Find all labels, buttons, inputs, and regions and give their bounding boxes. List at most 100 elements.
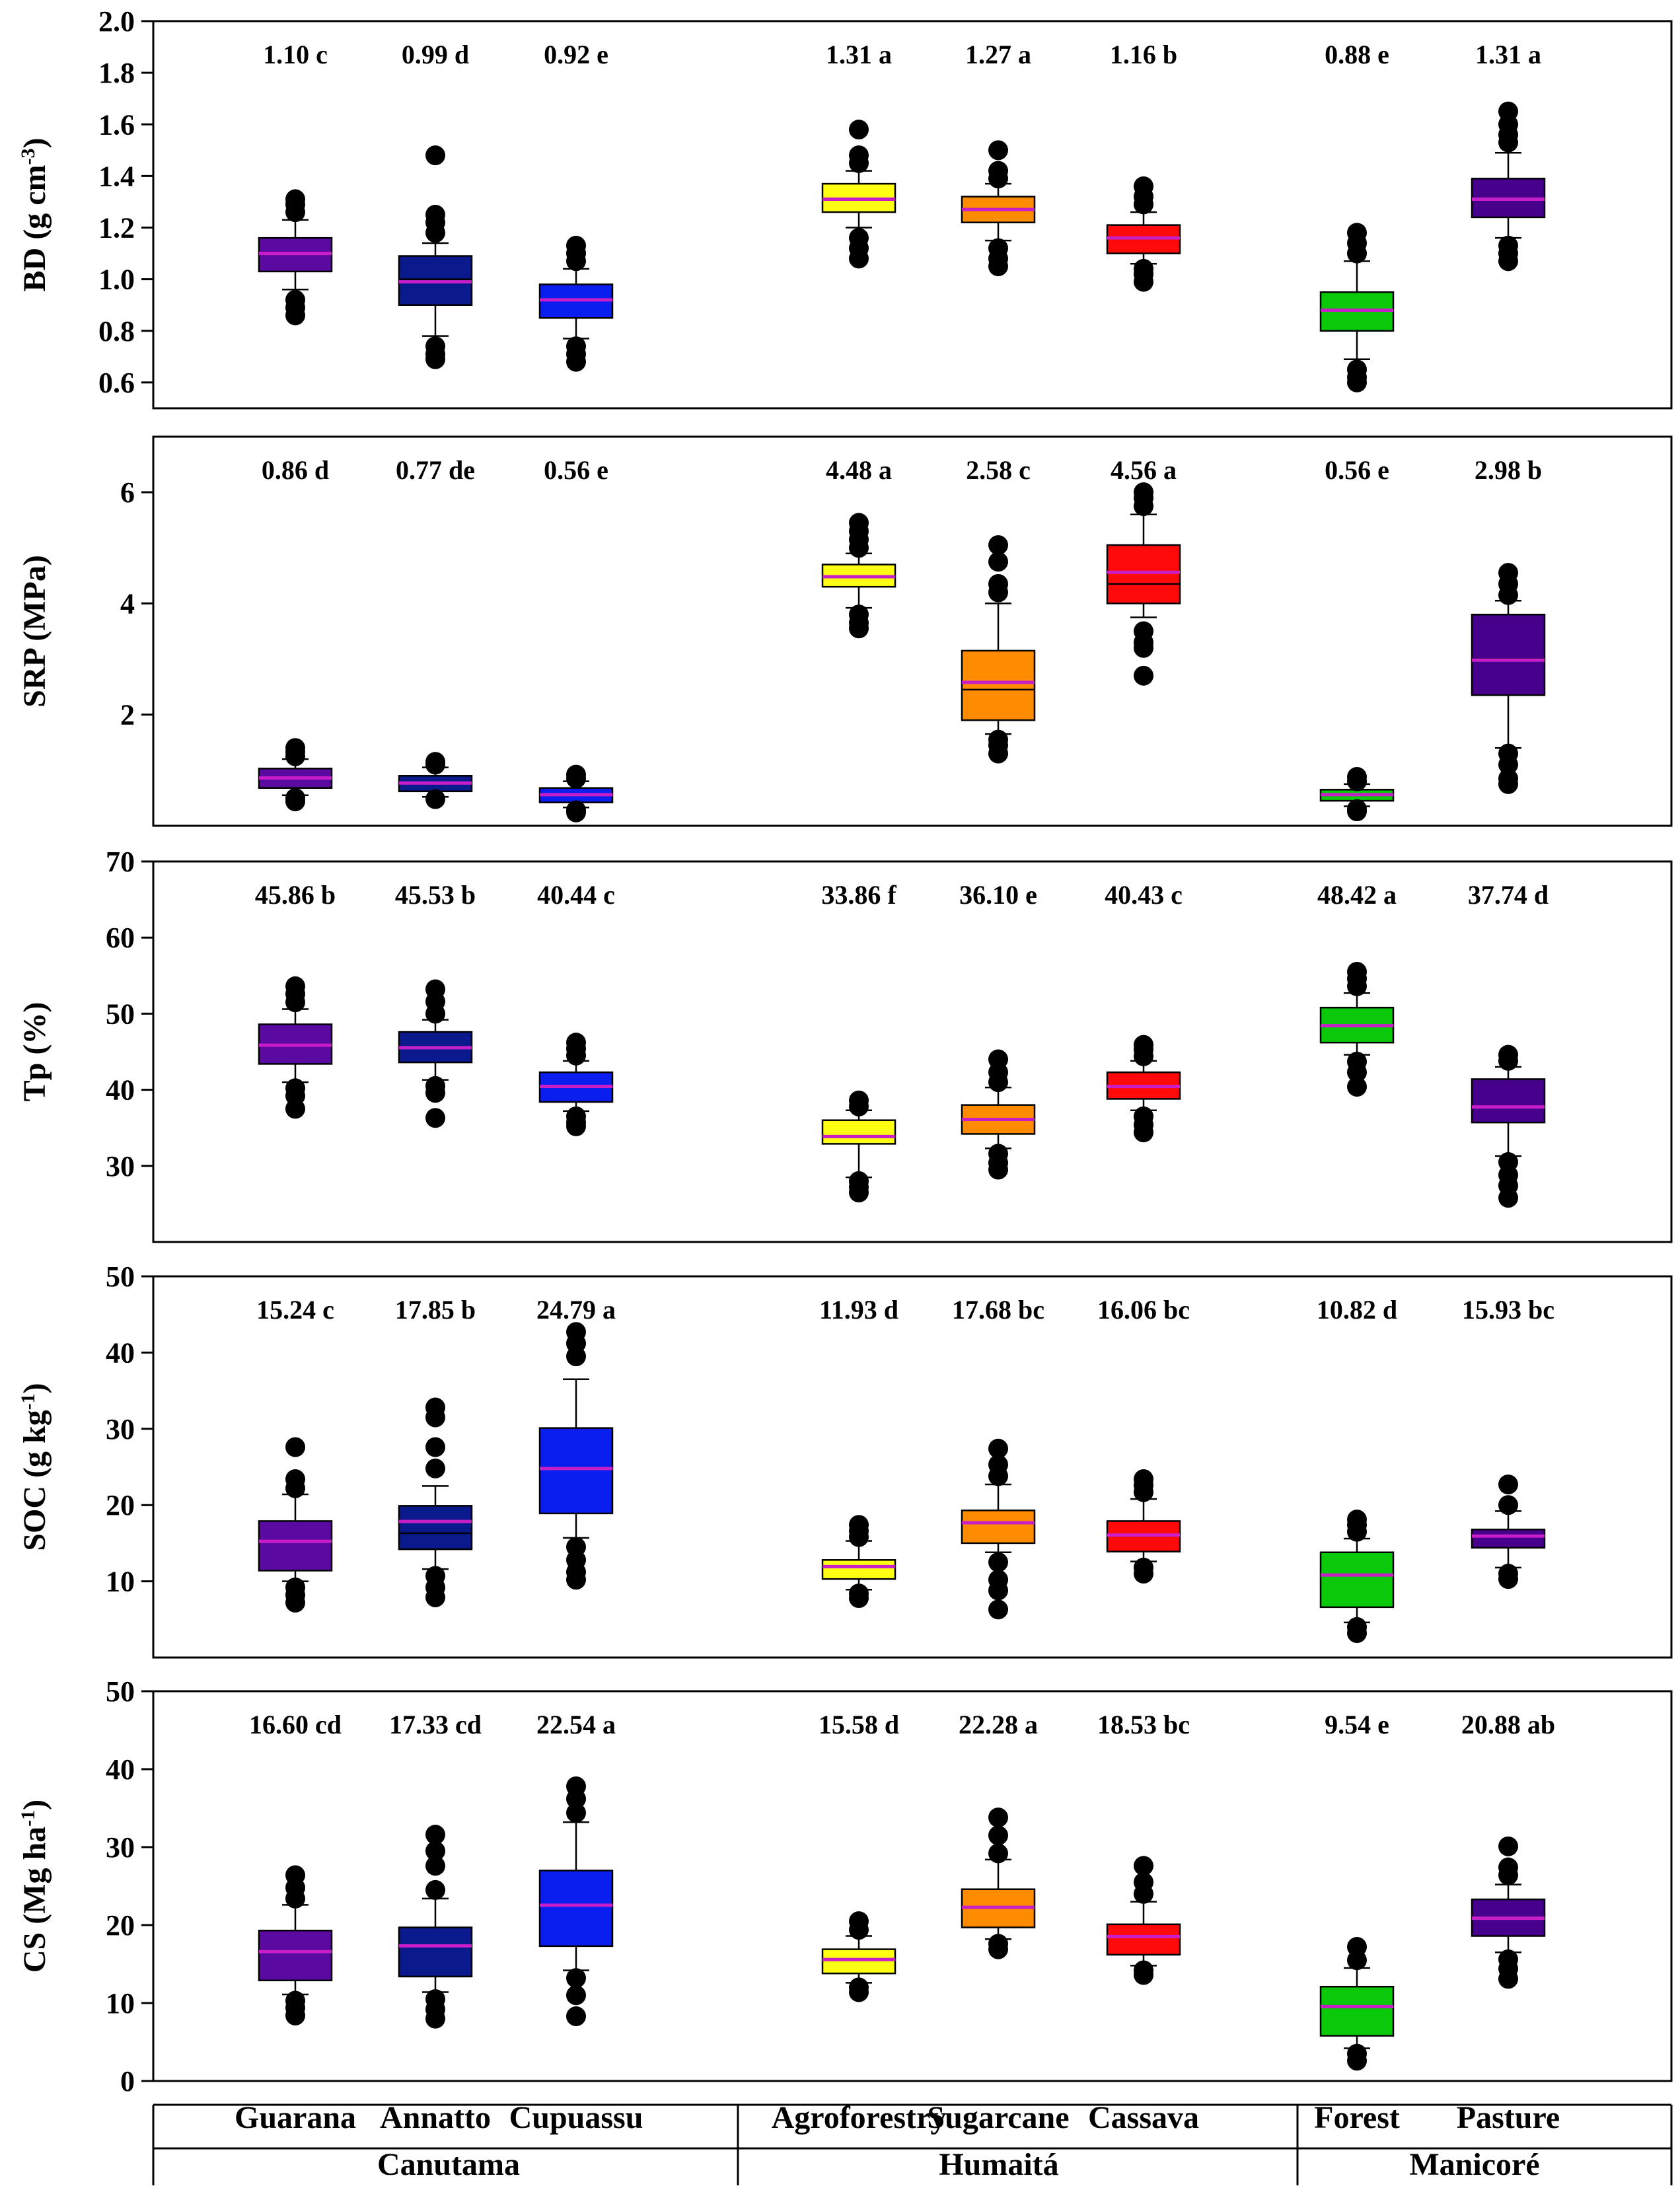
y-tick-label: 1.6 (98, 108, 135, 141)
outlier-point (1347, 1076, 1367, 1097)
outlier-point (285, 1865, 305, 1885)
y-tick-label: 2.0 (98, 5, 135, 38)
outlier-point (566, 1968, 586, 1989)
outlier-point (1498, 1857, 1518, 1878)
iqr-box (1471, 1078, 1546, 1124)
outlier-point (1498, 754, 1518, 775)
iqr-box (538, 1427, 614, 1515)
y-tick-label: 20 (106, 1489, 135, 1521)
outlier-point (988, 1552, 1008, 1572)
box-annatto: 45.53 b (395, 880, 476, 1128)
outlier-point (285, 1592, 305, 1613)
outlier-point (849, 1911, 869, 1932)
iqr-box (961, 1510, 1036, 1545)
box-annatto: 17.33 cd (389, 1710, 482, 2029)
outlier-point (425, 1841, 445, 1861)
mean-letter-label: 48.42 a (1317, 880, 1397, 910)
panel-frame (152, 860, 1673, 1243)
y-tick-label: 20 (106, 1909, 135, 1942)
box-pasture: 20.88 ab (1461, 1710, 1555, 1989)
outlier-point (425, 145, 445, 166)
panel-5: 0 10 20 30 40 50 CS (Mg ha-1) 16.60 cd 17.33 cd 2… (17, 1675, 1673, 2098)
panel-2: 2 4 6 SRP (MPa) 0.86 d 0.77 de 0.56 e 4.48 a 2.5… (17, 435, 1673, 827)
outlier-point (1347, 223, 1367, 243)
outlier-point (1498, 774, 1518, 794)
box-agroforestry: 1.31 a (821, 40, 896, 269)
y-tick-label: 40 (106, 1753, 135, 1786)
iqr-box (1471, 614, 1546, 696)
mean-letter-label: 16.06 bc (1097, 1295, 1190, 1325)
category-label-forest: Forest (1314, 2100, 1400, 2135)
panel-frame (152, 20, 1673, 410)
mean-letter-label: 4.48 a (826, 455, 892, 485)
mean-letter-label: 0.92 e (544, 40, 608, 69)
outlier-point (1134, 1122, 1153, 1143)
outlier-point (425, 1825, 445, 1845)
mean-letter-label: 2.98 b (1475, 455, 1542, 485)
mean-letter-label: 45.53 b (395, 880, 476, 910)
outlier-point (285, 738, 305, 758)
outlier-point (988, 1049, 1008, 1070)
iqr-box (961, 649, 1036, 721)
y-tick-label: 70 (106, 846, 135, 878)
box-cupuassu: 24.79 a (536, 1295, 616, 1590)
outlier-point (566, 1776, 586, 1796)
outlier-point (285, 305, 305, 326)
iqr-box (1319, 1551, 1395, 1609)
outlier-point (285, 791, 305, 811)
mean-letter-label: 36.10 e (959, 880, 1037, 910)
outlier-point (425, 1458, 445, 1478)
mean-letter-label: 2.58 c (966, 455, 1031, 485)
mean-letter-label: 15.93 bc (1462, 1295, 1554, 1325)
y-axis-label: SRP (MPa) (17, 555, 52, 708)
mean-letter-label: 4.56 a (1111, 455, 1177, 485)
outlier-point (425, 1437, 445, 1457)
mean-letter-label: 40.43 c (1105, 880, 1183, 910)
y-tick-label: 40 (106, 1074, 135, 1107)
box-guarana: 45.86 b (255, 880, 336, 1119)
outlier-point (988, 1580, 1008, 1601)
box-forest: 9.54 e (1319, 1710, 1395, 2071)
outlier-point (1134, 1035, 1153, 1055)
outlier-point (1134, 482, 1153, 503)
box-cassava: 16.06 bc (1097, 1295, 1190, 1584)
y-tick-label: 10 (106, 1566, 135, 1598)
iqr-box (1106, 544, 1181, 604)
outlier-point (566, 802, 586, 822)
outlier-point (566, 1985, 586, 2006)
outlier-point (425, 1083, 445, 1103)
outlier-point (425, 2008, 445, 2029)
panel-1: 0.6 0.8 1.0 1.2 1.4 1.6 1.8 2.0 BD (g cm-3) 1.10 … (17, 5, 1673, 410)
outlier-point (849, 1515, 869, 1535)
y-tick-label: 40 (106, 1336, 135, 1369)
mean-letter-label: 33.86 f (821, 880, 896, 910)
panels-layer: 0.6 0.8 1.0 1.2 1.4 1.6 1.8 2.0 BD (g cm-3) 1.10 … (17, 5, 1673, 2098)
outlier-point (1347, 1510, 1367, 1530)
mean-letter-label: 40.44 c (537, 880, 615, 910)
group-label-humaita: Humaitá (939, 2147, 1058, 2182)
outlier-point (849, 1588, 869, 1608)
mean-letter-label: 15.24 c (256, 1295, 334, 1325)
iqr-box (258, 1520, 333, 1572)
box-cassava: 4.56 a (1106, 455, 1181, 686)
outlier-point (1134, 1856, 1153, 1876)
mean-letter-label: 18.53 bc (1097, 1710, 1190, 1739)
panel-frame (152, 1275, 1673, 1659)
y-tick-label: 60 (106, 922, 135, 954)
mean-letter-label: 37.74 d (1468, 880, 1549, 910)
outlier-point (1347, 1937, 1367, 1957)
outlier-point (849, 1982, 869, 2002)
outlier-point (425, 1880, 445, 1900)
outlier-point (1498, 563, 1518, 583)
mean-letter-label: 15.58 d (819, 1710, 899, 1739)
outlier-point (566, 235, 586, 256)
mean-letter-label: 1.31 a (826, 40, 892, 69)
outlier-point (425, 349, 445, 369)
outlier-point (425, 205, 445, 225)
outlier-point (988, 1455, 1008, 1475)
outlier-point (849, 248, 869, 269)
outlier-point (988, 535, 1008, 556)
y-tick-label: 6 (120, 476, 135, 509)
outlier-point (566, 1033, 586, 1053)
